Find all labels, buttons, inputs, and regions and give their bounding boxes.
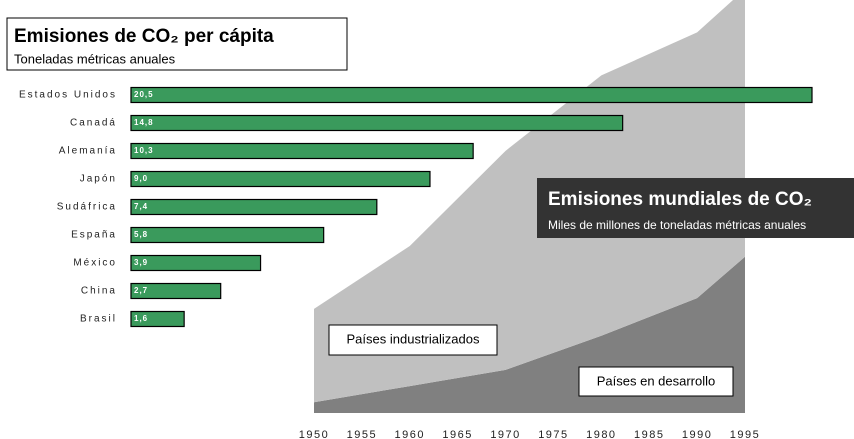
y-tick-label: Alemanía xyxy=(59,146,117,157)
y-tick-label: China xyxy=(81,286,117,297)
bar xyxy=(130,310,185,328)
chart-title: Emisiones de CO₂ per cápita xyxy=(14,26,274,47)
y-tick-label: Canadá xyxy=(70,118,117,129)
data-label: 2,7 xyxy=(134,286,148,295)
bar xyxy=(130,86,813,104)
x-tick-label: 1975 xyxy=(538,429,568,439)
bar xyxy=(130,282,222,300)
chart-title: Emisiones mundiales de CO₂ xyxy=(548,189,812,210)
y-tick-label: España xyxy=(71,230,117,241)
bar xyxy=(130,114,624,132)
y-tick-label: Estados Unidos xyxy=(19,90,117,101)
x-tick-label: 1970 xyxy=(490,429,520,439)
x-tick-label: 1960 xyxy=(395,429,425,439)
bar xyxy=(130,254,262,272)
legend-box xyxy=(578,366,734,397)
y-tick-label: Japón xyxy=(80,174,117,185)
bar xyxy=(130,198,378,216)
y-tick-label: Brasil xyxy=(80,314,117,325)
data-label: 14,8 xyxy=(134,118,154,127)
x-tick-label: 1950 xyxy=(299,429,329,439)
title-box xyxy=(537,178,854,238)
x-tick-label: 1990 xyxy=(682,429,712,439)
y-tick-label: México xyxy=(73,258,117,269)
chart-subtitle: Toneladas métricas anuales xyxy=(14,51,176,66)
data-label: 7,4 xyxy=(134,202,148,211)
data-label: 9,0 xyxy=(134,174,148,183)
legend-box xyxy=(328,324,498,356)
title-box xyxy=(6,17,348,71)
x-tick-label: 1980 xyxy=(586,429,616,439)
data-label: 10,3 xyxy=(134,146,154,155)
bar-chart: Estados Unidos 20,5 Canadá 14,8 Alemanía 10,3… xyxy=(19,86,813,328)
bar xyxy=(130,142,474,160)
chart-subtitle: Miles de millones de toneladas métricas … xyxy=(548,218,806,232)
data-label: 3,9 xyxy=(134,258,148,267)
bar xyxy=(130,226,325,244)
y-tick-label: Sudáfrica xyxy=(57,202,117,213)
x-tick-label: 1965 xyxy=(442,429,472,439)
x-tick-label: 1955 xyxy=(347,429,377,439)
data-label: 5,8 xyxy=(134,230,148,239)
legend-label: Países industrializados xyxy=(347,331,480,346)
x-tick-label: 1995 xyxy=(730,429,760,439)
legend-label: Países en desarrollo xyxy=(597,373,716,388)
x-tick-label: 1985 xyxy=(634,429,664,439)
bar xyxy=(130,170,431,188)
data-label: 1,6 xyxy=(134,314,148,323)
data-label: 20,5 xyxy=(134,90,154,99)
